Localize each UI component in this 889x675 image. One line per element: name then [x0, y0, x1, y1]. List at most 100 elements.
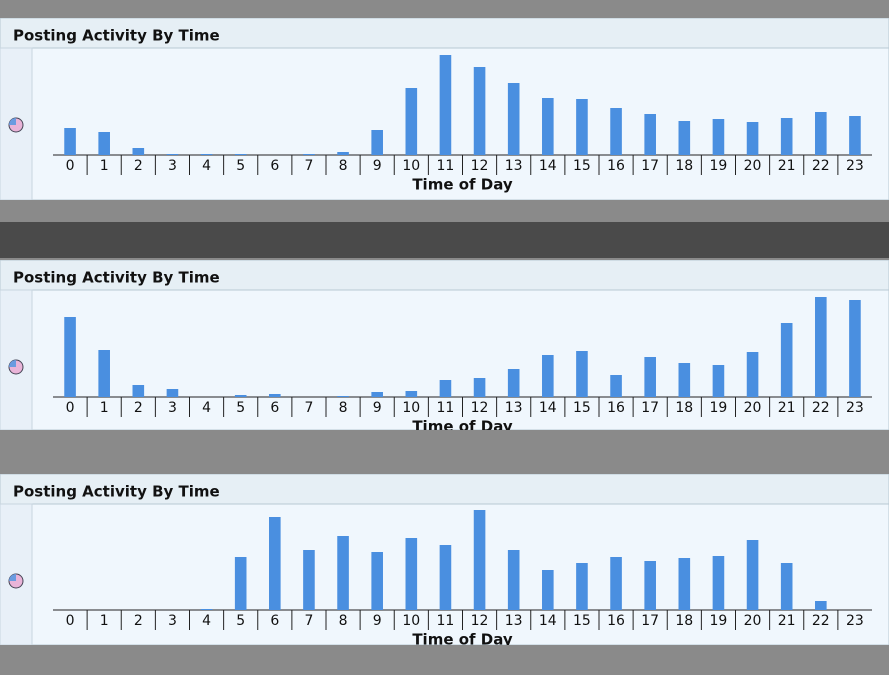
bar — [98, 350, 110, 397]
bar — [610, 108, 622, 155]
x-tick-label: 19 — [710, 158, 728, 174]
bar — [337, 152, 349, 155]
x-tick-label: 23 — [846, 613, 864, 629]
bar — [371, 552, 383, 610]
x-axis-label: Time of Day — [412, 176, 513, 194]
x-tick-label: 21 — [778, 158, 796, 174]
x-tick-label: 21 — [778, 613, 796, 629]
bar — [780, 118, 793, 155]
bar — [200, 154, 213, 155]
bar — [815, 112, 827, 155]
x-tick-label: 10 — [402, 613, 420, 629]
x-tick-label: 6 — [270, 400, 279, 416]
bar — [542, 355, 554, 397]
bar — [780, 563, 793, 610]
chart-icon-slice — [9, 360, 16, 367]
bar — [746, 540, 759, 610]
x-tick-label: 10 — [402, 400, 420, 416]
x-tick-label: 18 — [675, 400, 693, 416]
x-tick-label: 7 — [304, 158, 313, 174]
x-tick-label: 18 — [675, 613, 693, 629]
x-tick-label: 19 — [710, 613, 728, 629]
bar — [166, 154, 179, 155]
bar — [644, 561, 656, 610]
bar — [269, 517, 281, 610]
bar — [576, 351, 588, 397]
x-tick-label: 6 — [270, 158, 279, 174]
bar — [746, 352, 759, 397]
x-tick-label: 3 — [168, 400, 177, 416]
bar — [166, 389, 179, 397]
panel-header — [0, 474, 889, 505]
bar — [473, 67, 486, 155]
chart-title: Posting Activity By Time — [13, 269, 220, 287]
bar — [64, 317, 76, 397]
bar — [132, 148, 145, 155]
x-tick-label: 13 — [505, 400, 523, 416]
x-tick-label: 22 — [812, 158, 830, 174]
bar — [815, 297, 827, 397]
bar — [542, 98, 554, 155]
bar — [507, 83, 520, 155]
bar — [849, 300, 861, 397]
x-tick-label: 7 — [304, 613, 313, 629]
x-tick-label: 5 — [236, 400, 245, 416]
chart-title: Posting Activity By Time — [13, 483, 220, 501]
bar — [507, 550, 520, 610]
x-tick-label: 14 — [539, 158, 557, 174]
bar — [576, 563, 588, 610]
x-tick-label: 15 — [573, 400, 591, 416]
bar — [234, 395, 247, 397]
shadow — [0, 222, 889, 258]
bar — [64, 128, 76, 155]
x-tick-label: 20 — [744, 158, 762, 174]
bar — [234, 557, 247, 610]
bar — [98, 132, 110, 155]
x-tick-label: 19 — [710, 400, 728, 416]
bar — [234, 154, 247, 155]
x-tick-label: 15 — [573, 613, 591, 629]
x-axis-label: Time of Day — [412, 418, 513, 436]
x-tick-label: 12 — [471, 158, 489, 174]
bar — [610, 375, 622, 397]
bar — [712, 119, 725, 155]
x-tick-label: 4 — [202, 400, 211, 416]
bar — [269, 394, 281, 397]
x-tick-label: 0 — [66, 400, 75, 416]
x-tick-label: 16 — [607, 613, 625, 629]
x-tick-label: 8 — [339, 158, 348, 174]
bar — [678, 558, 691, 610]
x-tick-label: 14 — [539, 400, 557, 416]
x-tick-label: 20 — [744, 400, 762, 416]
x-tick-label: 5 — [236, 158, 245, 174]
bar — [405, 391, 418, 397]
x-tick-label: 21 — [778, 400, 796, 416]
chart-icon-slice — [9, 118, 16, 125]
x-tick-label: 0 — [66, 613, 75, 629]
x-tick-label: 16 — [607, 400, 625, 416]
bar — [303, 550, 315, 610]
x-tick-label: 1 — [100, 158, 109, 174]
bar — [303, 154, 315, 155]
x-tick-label: 0 — [66, 158, 75, 174]
bar — [610, 557, 622, 610]
x-tick-label: 2 — [134, 400, 143, 416]
bar — [439, 545, 452, 610]
x-tick-label: 22 — [812, 613, 830, 629]
x-tick-label: 17 — [641, 158, 659, 174]
bar — [371, 130, 383, 155]
bar — [576, 99, 588, 155]
x-tick-label: 23 — [846, 400, 864, 416]
x-tick-label: 1 — [100, 613, 109, 629]
x-tick-label: 4 — [202, 613, 211, 629]
bar — [507, 369, 520, 397]
bar — [678, 121, 691, 155]
x-tick-label: 9 — [373, 400, 382, 416]
x-tick-label: 17 — [641, 613, 659, 629]
x-tick-label: 3 — [168, 158, 177, 174]
bar — [712, 365, 725, 397]
bar — [439, 55, 452, 155]
